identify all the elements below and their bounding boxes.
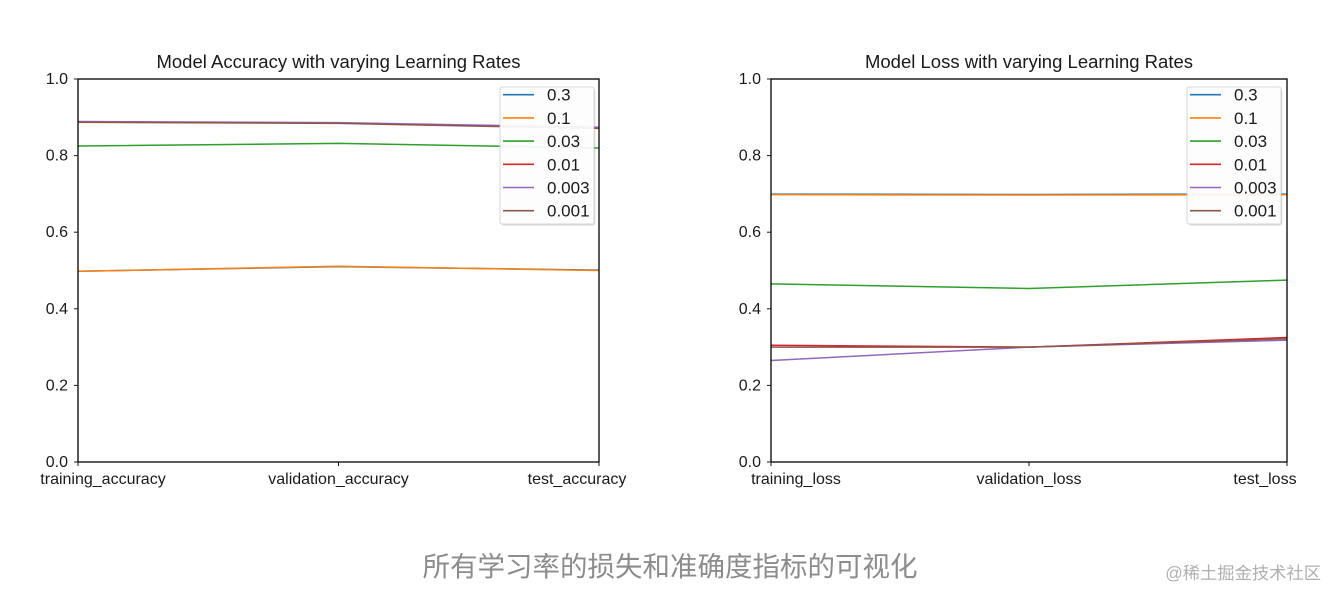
svg-text:0.4: 0.4 [739, 301, 761, 318]
svg-text:0.0: 0.0 [739, 454, 761, 471]
svg-text:0.001: 0.001 [1234, 202, 1277, 221]
svg-text:0.1: 0.1 [1234, 109, 1258, 128]
svg-text:0.6: 0.6 [739, 224, 761, 241]
svg-text:0.003: 0.003 [1234, 179, 1277, 198]
svg-text:0.03: 0.03 [1234, 132, 1267, 151]
svg-text:validation_loss: validation_loss [977, 471, 1082, 488]
svg-text:0.2: 0.2 [739, 377, 761, 394]
svg-text:1.0: 1.0 [739, 71, 761, 88]
svg-text:0.3: 0.3 [1234, 86, 1258, 105]
svg-text:test_loss: test_loss [1233, 471, 1296, 488]
svg-text:0.8: 0.8 [739, 148, 761, 165]
svg-text:training_loss: training_loss [751, 471, 841, 488]
svg-text:0.01: 0.01 [1234, 155, 1267, 174]
